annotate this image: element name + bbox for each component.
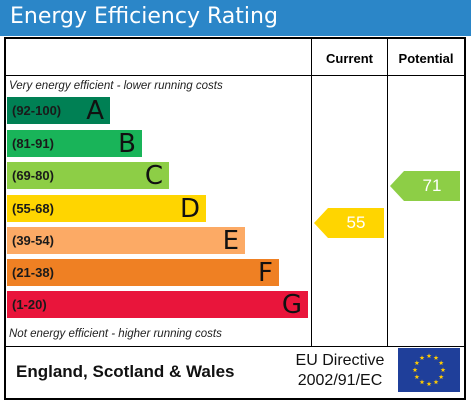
eu-flag-icon: [398, 348, 460, 392]
rating-band-f: (21-38) F: [7, 258, 279, 288]
column-divider: [387, 37, 388, 347]
column-divider: [311, 37, 312, 347]
band-letter: E: [222, 226, 239, 256]
current-column-header: Current: [326, 51, 373, 66]
band-letter: D: [179, 194, 200, 224]
header-bar: Energy Efficiency Rating: [0, 0, 471, 36]
footer-divider: [4, 346, 466, 347]
top-note: Very energy efficient - lower running co…: [9, 80, 223, 92]
star-icon: [426, 353, 432, 359]
band-range-label: (1-20): [12, 297, 47, 312]
star-icon: [419, 379, 425, 385]
star-icon: [412, 367, 418, 373]
rating-band-c: (69-80) C: [7, 161, 169, 191]
bottom-note: Not energy efficient - higher running co…: [9, 328, 222, 340]
header-divider: [4, 75, 466, 76]
band-letter: A: [86, 96, 104, 126]
potential-rating-value: 71: [422, 176, 442, 195]
band-letter: B: [118, 129, 136, 159]
rating-band-a: (92-100) A: [7, 96, 110, 126]
star-icon: [440, 367, 446, 373]
chart-frame: [4, 37, 466, 400]
band-range-label: (92-100): [12, 103, 62, 118]
potential-column-header: Potential: [398, 51, 454, 66]
band-range-label: (81-91): [12, 136, 54, 151]
band-range-label: (69-80): [12, 168, 54, 183]
current-rating-arrow: 55: [314, 208, 384, 238]
band-letter: F: [258, 258, 273, 288]
directive-line-1: EU Directive: [295, 352, 385, 369]
rating-band-b: (81-91) B: [7, 129, 142, 159]
footer-region: England, Scotland & Wales: [16, 362, 235, 381]
chart-title: Energy Efficiency Rating: [10, 4, 278, 29]
star-icon: [433, 355, 439, 360]
potential-arrow-shape: [390, 171, 460, 201]
band-range-label: (55-68): [12, 201, 54, 216]
band-range-label: (21-38): [12, 265, 54, 280]
rating-band-d: (55-68) D: [7, 194, 206, 224]
eu-flag-stars: [412, 353, 446, 387]
potential-rating-arrow: 71: [390, 171, 460, 201]
star-icon: [414, 374, 420, 380]
directive-line-2: 2002/91/EC: [297, 372, 383, 389]
current-arrow-shape: [314, 208, 384, 238]
star-icon: [438, 360, 444, 366]
current-rating-value: 55: [346, 213, 366, 232]
rating-band-e: (39-54) E: [7, 226, 245, 256]
band-letter: G: [281, 290, 302, 320]
star-icon: [433, 379, 439, 385]
rating-band-g: (1-20) G: [7, 290, 308, 320]
star-icon: [414, 360, 420, 366]
band-letter: C: [144, 161, 163, 191]
band-range-label: (39-54): [12, 233, 54, 248]
star-icon: [419, 355, 425, 360]
star-icon: [438, 374, 444, 380]
star-icon: [426, 381, 432, 387]
